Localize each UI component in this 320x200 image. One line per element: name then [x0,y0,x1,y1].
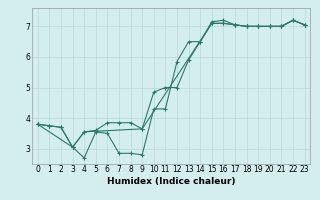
X-axis label: Humidex (Indice chaleur): Humidex (Indice chaleur) [107,177,236,186]
